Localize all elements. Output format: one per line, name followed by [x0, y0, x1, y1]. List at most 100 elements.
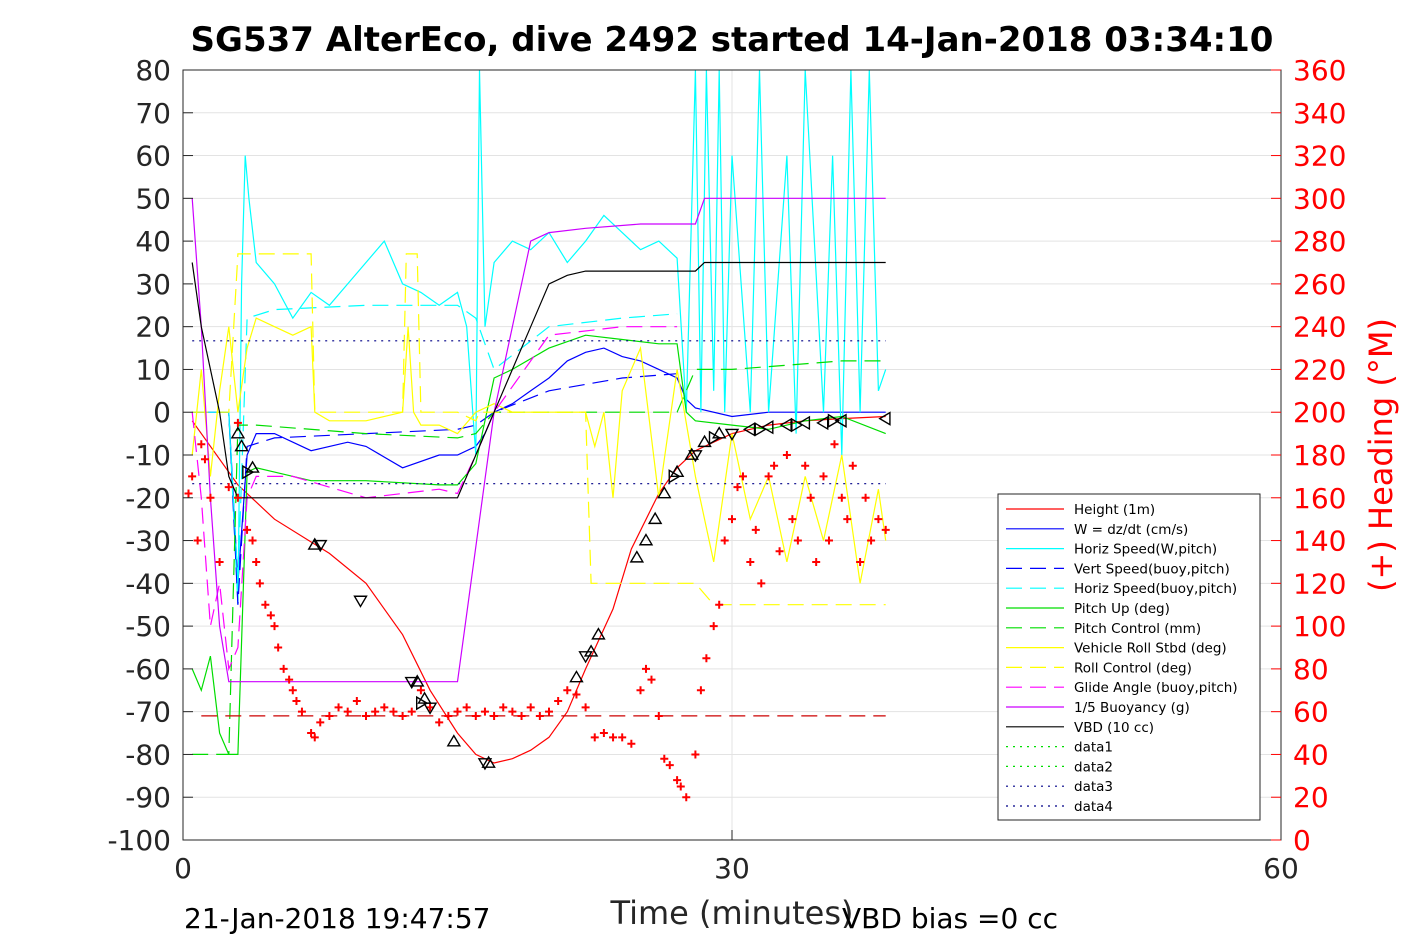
heading-point	[788, 515, 797, 524]
height-marker-down	[353, 595, 368, 608]
right-tick-label: 180	[1293, 439, 1346, 472]
y-tick-label: -40	[125, 567, 171, 600]
x-tick-label: 30	[714, 852, 750, 885]
legend-label: Pitch Up (deg)	[1074, 601, 1170, 617]
heading-point	[471, 711, 480, 720]
height-marker-up	[697, 434, 712, 448]
series-horiz-speed-buoy-pitch	[192, 304, 678, 584]
heading-point	[627, 739, 636, 748]
heading-point	[197, 440, 206, 449]
y-tick-label: -70	[125, 696, 171, 729]
legend-label: 1/5 Buoyancy (g)	[1074, 700, 1190, 716]
legend-label: W = dz/dt (cm/s)	[1074, 522, 1188, 538]
y-tick-label: 60	[135, 140, 171, 173]
height-marker-left	[816, 415, 829, 431]
y-tick-label: -60	[125, 653, 171, 686]
heading-point	[270, 622, 279, 631]
heading-point	[288, 686, 297, 695]
heading-point	[812, 557, 821, 566]
heading-point	[782, 451, 791, 459]
legend-label: Vehicle Roll Stbd (deg)	[1074, 641, 1227, 657]
heading-point	[867, 536, 876, 545]
plot-area	[184, 69, 891, 802]
heading-point	[352, 696, 361, 705]
heading-point	[599, 729, 608, 738]
heading-point	[738, 472, 747, 481]
chart-title: SG537 AlterEco, dive 2492 started 14-Jan…	[191, 20, 1274, 60]
heading-point	[554, 696, 563, 705]
heading-point	[444, 711, 453, 720]
heading-point	[545, 707, 553, 716]
heading-point	[861, 493, 870, 502]
right-tick-label: 160	[1293, 482, 1346, 515]
heading-point	[193, 536, 202, 545]
heading-point	[843, 515, 852, 524]
y-tick-label: 50	[135, 182, 171, 215]
heading-point	[618, 733, 627, 742]
heading-point	[728, 515, 736, 524]
heading-point	[665, 761, 674, 770]
heading-point	[641, 664, 650, 673]
heading-point	[248, 536, 257, 545]
right-tick-label: 120	[1293, 567, 1346, 600]
heading-point	[590, 733, 599, 742]
right-tick-label: 60	[1293, 696, 1329, 729]
right-tick-label: 320	[1293, 140, 1346, 173]
series-w-dz-dt-cm-s	[192, 347, 886, 584]
right-tick-label: 20	[1293, 781, 1329, 814]
heading-point	[806, 493, 815, 502]
height-marker-down	[422, 702, 438, 715]
heading-point	[416, 686, 425, 695]
y-tick-label: 30	[135, 268, 171, 301]
y-tick-label: -50	[125, 610, 171, 643]
heading-point	[715, 600, 724, 609]
legend-label: Vert Speed(buoy,pitch)	[1074, 561, 1230, 577]
heading-point	[673, 776, 682, 785]
heading-point	[188, 472, 197, 481]
heading-point	[819, 472, 828, 481]
heading-point	[334, 703, 343, 712]
right-tick-label: 300	[1293, 182, 1346, 215]
right-axis-label: (+) Heading (°M)	[1362, 318, 1400, 592]
y-tick-label: 20	[135, 311, 171, 344]
x-tick-label: 60	[1263, 852, 1299, 885]
y-tick-label: -100	[107, 824, 171, 857]
axis-ticks: 80706050403020100-10-20-30-40-50-60-70-8…	[107, 54, 1346, 885]
legend-label: VBD (10 cc)	[1074, 720, 1154, 736]
heading-point	[746, 557, 755, 566]
heading-point	[801, 461, 810, 470]
height-marker-down	[688, 450, 703, 463]
heading-point	[720, 536, 729, 545]
y-tick-label: 10	[135, 353, 171, 386]
series-1-5-buoyancy-g	[191, 197, 886, 683]
series-pitch-up-deg	[191, 334, 886, 756]
right-tick-label: 140	[1293, 525, 1346, 558]
height-marker-right	[242, 464, 255, 480]
heading-point	[200, 455, 209, 464]
heading-point	[206, 493, 215, 502]
heading-point	[830, 440, 839, 449]
heading-point	[285, 675, 294, 684]
heading-point	[682, 793, 691, 802]
legend-label: Roll Control (deg)	[1074, 660, 1192, 676]
height-marker-up	[481, 755, 496, 768]
heading-point	[252, 557, 261, 566]
height-marker-left	[834, 413, 847, 429]
heading-point	[292, 696, 301, 705]
height-marker-up	[638, 533, 654, 546]
y-tick-label: 80	[135, 54, 171, 87]
heading-point	[371, 707, 380, 716]
heading-point	[702, 654, 711, 663]
height-marker-right	[791, 417, 804, 433]
right-tick-label: 100	[1293, 610, 1346, 643]
x-tick-label: 0	[174, 852, 192, 885]
right-tick-label: 0	[1293, 824, 1311, 857]
height-marker-right	[754, 422, 767, 437]
height-marker-right	[827, 413, 841, 429]
heading-point	[517, 711, 526, 720]
heading-point	[696, 686, 705, 695]
heading-point	[856, 557, 865, 566]
right-tick-label: 260	[1293, 268, 1346, 301]
heading-point	[274, 643, 283, 652]
right-tick-label: 340	[1293, 97, 1346, 130]
